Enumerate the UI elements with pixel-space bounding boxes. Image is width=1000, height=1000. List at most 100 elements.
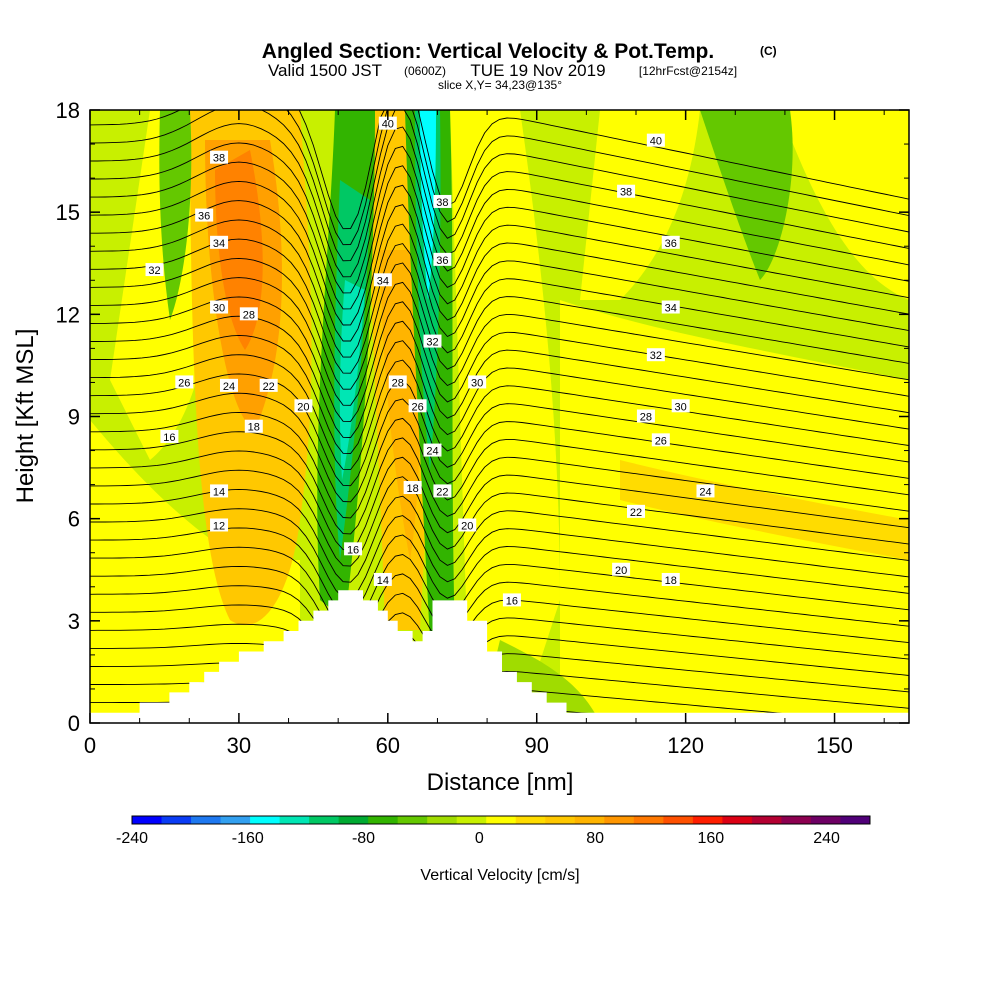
colorbar-tick-label: 0 (475, 830, 484, 847)
x-axis-label: Distance [nm] (427, 769, 574, 796)
contour-label-text: 14 (213, 486, 225, 498)
isentrope-line (90, 508, 909, 599)
colorbar-swatch (220, 816, 251, 824)
colorbar-swatch (132, 816, 163, 824)
contour-label-bg (671, 399, 690, 413)
colorbar-tick-label: 80 (586, 830, 604, 847)
contour-label-text: 14 (377, 575, 389, 587)
isentrope-line (90, 373, 909, 487)
contour-label: 16 (160, 429, 179, 444)
colorbar-swatch (692, 816, 723, 824)
colorbar-swatch (161, 816, 192, 824)
contour-label: 24 (423, 443, 442, 458)
y-axis-label: Height [Kft MSL] (12, 329, 39, 504)
title-main: Angled Section: Vertical Velocity & Pot.… (262, 40, 714, 63)
contour-label: 26 (175, 375, 194, 389)
contour-label: 32 (646, 348, 665, 362)
contour-labels: 40 40 38 38 38 36 36 36 34 34 34 32 32 32 30 30 30 28 28 28… (145, 116, 715, 607)
contour-label-bg (210, 518, 229, 532)
contour-label: 32 (145, 263, 164, 277)
colorbar-swatch (427, 816, 458, 824)
contour-label-text: 30 (213, 303, 225, 315)
contour-label-bg (244, 419, 263, 433)
contour-label-text: 30 (675, 401, 687, 413)
contour-label-bg (696, 484, 715, 498)
contour-label-bg (661, 300, 680, 314)
contour-label-bg (239, 307, 258, 321)
contour-label: 34 (210, 235, 229, 250)
y-tick-label: 6 (68, 507, 80, 532)
field-region (780, 110, 909, 300)
colorbar-swatch (574, 816, 605, 824)
colorbar-swatch (722, 816, 753, 824)
colorbar-swatch (781, 816, 812, 824)
contour-label-text: 18 (407, 483, 419, 495)
contour-label: 40 (378, 116, 397, 131)
contour-label-text: 36 (665, 238, 677, 250)
colorbar-swatch (397, 816, 428, 824)
colorbar-swatch (810, 816, 841, 824)
field-region (159, 110, 192, 320)
x-axis: 0 30 60 90 120 150 (84, 110, 885, 758)
contour-label-text: 20 (461, 520, 473, 532)
contour-label: 40 (646, 133, 665, 148)
contour-label-bg (433, 194, 452, 208)
x-tick-label: 0 (84, 733, 96, 758)
contour-label: 16 (344, 542, 363, 556)
contour-label-bg (617, 184, 636, 198)
field-region (450, 110, 560, 723)
contour-label-text: 18 (665, 575, 677, 587)
contour-label: 34 (373, 273, 392, 287)
contour-label-text: 16 (347, 544, 359, 556)
contour-label-text: 40 (650, 136, 662, 148)
contour-label-text: 22 (263, 381, 275, 393)
contour-label-text: 38 (620, 187, 632, 199)
colorbar (131, 815, 871, 825)
field-region (339, 280, 365, 480)
contour-label-text: 26 (411, 401, 423, 413)
isentrope-line (90, 123, 909, 278)
isentrope-line (90, 110, 909, 246)
contour-label: 20 (612, 562, 631, 577)
x-tick-label: 90 (524, 733, 548, 758)
title-forecast: [12hrFcst@2154z] (639, 64, 737, 78)
contour-label-bg (661, 572, 680, 586)
contour-label-bg (403, 481, 422, 495)
contour-label-text: 24 (223, 381, 235, 393)
contour-label-bg (210, 235, 229, 249)
contour-label: 38 (433, 194, 452, 209)
colorbar-label: Vertical Velocity [cm/s] (420, 867, 579, 884)
isentrope-line (90, 257, 909, 390)
contour-label-text: 28 (243, 309, 255, 321)
contour-label-bg (294, 399, 313, 413)
contour-label-text: 22 (630, 507, 642, 519)
isentrope-line (90, 180, 909, 326)
contour-label-bg (636, 409, 655, 423)
contour-label-bg (651, 433, 670, 447)
contour-label: 30 (210, 300, 229, 315)
contour-label-text: 18 (248, 422, 260, 434)
contour-label: 24 (219, 378, 238, 393)
isentrope-line (90, 142, 909, 294)
contour-label: 22 (627, 504, 645, 519)
contour-label-bg (433, 484, 452, 498)
contour-label: 14 (373, 572, 392, 587)
contour-label: 26 (408, 399, 427, 413)
contour-label: 20 (294, 399, 313, 413)
contour-label: 36 (661, 235, 680, 250)
title-valid-prefix: Valid 1500 JST (268, 61, 382, 80)
velocity-field (90, 110, 909, 723)
isentrope-line (90, 354, 909, 471)
contour-label: 24 (696, 484, 715, 498)
isentrope-line (90, 200, 909, 342)
contour-label-bg (195, 208, 214, 222)
contour-label: 30 (671, 399, 690, 413)
y-tick-label: 3 (68, 609, 80, 634)
contour-label: 18 (403, 481, 422, 495)
colorbar-swatch (250, 816, 281, 824)
title-valid-date: TUE 19 Nov 2019 (470, 61, 605, 80)
isentrope-line (90, 604, 909, 680)
contour-label-bg (373, 273, 392, 287)
contour-label: 18 (661, 572, 680, 587)
